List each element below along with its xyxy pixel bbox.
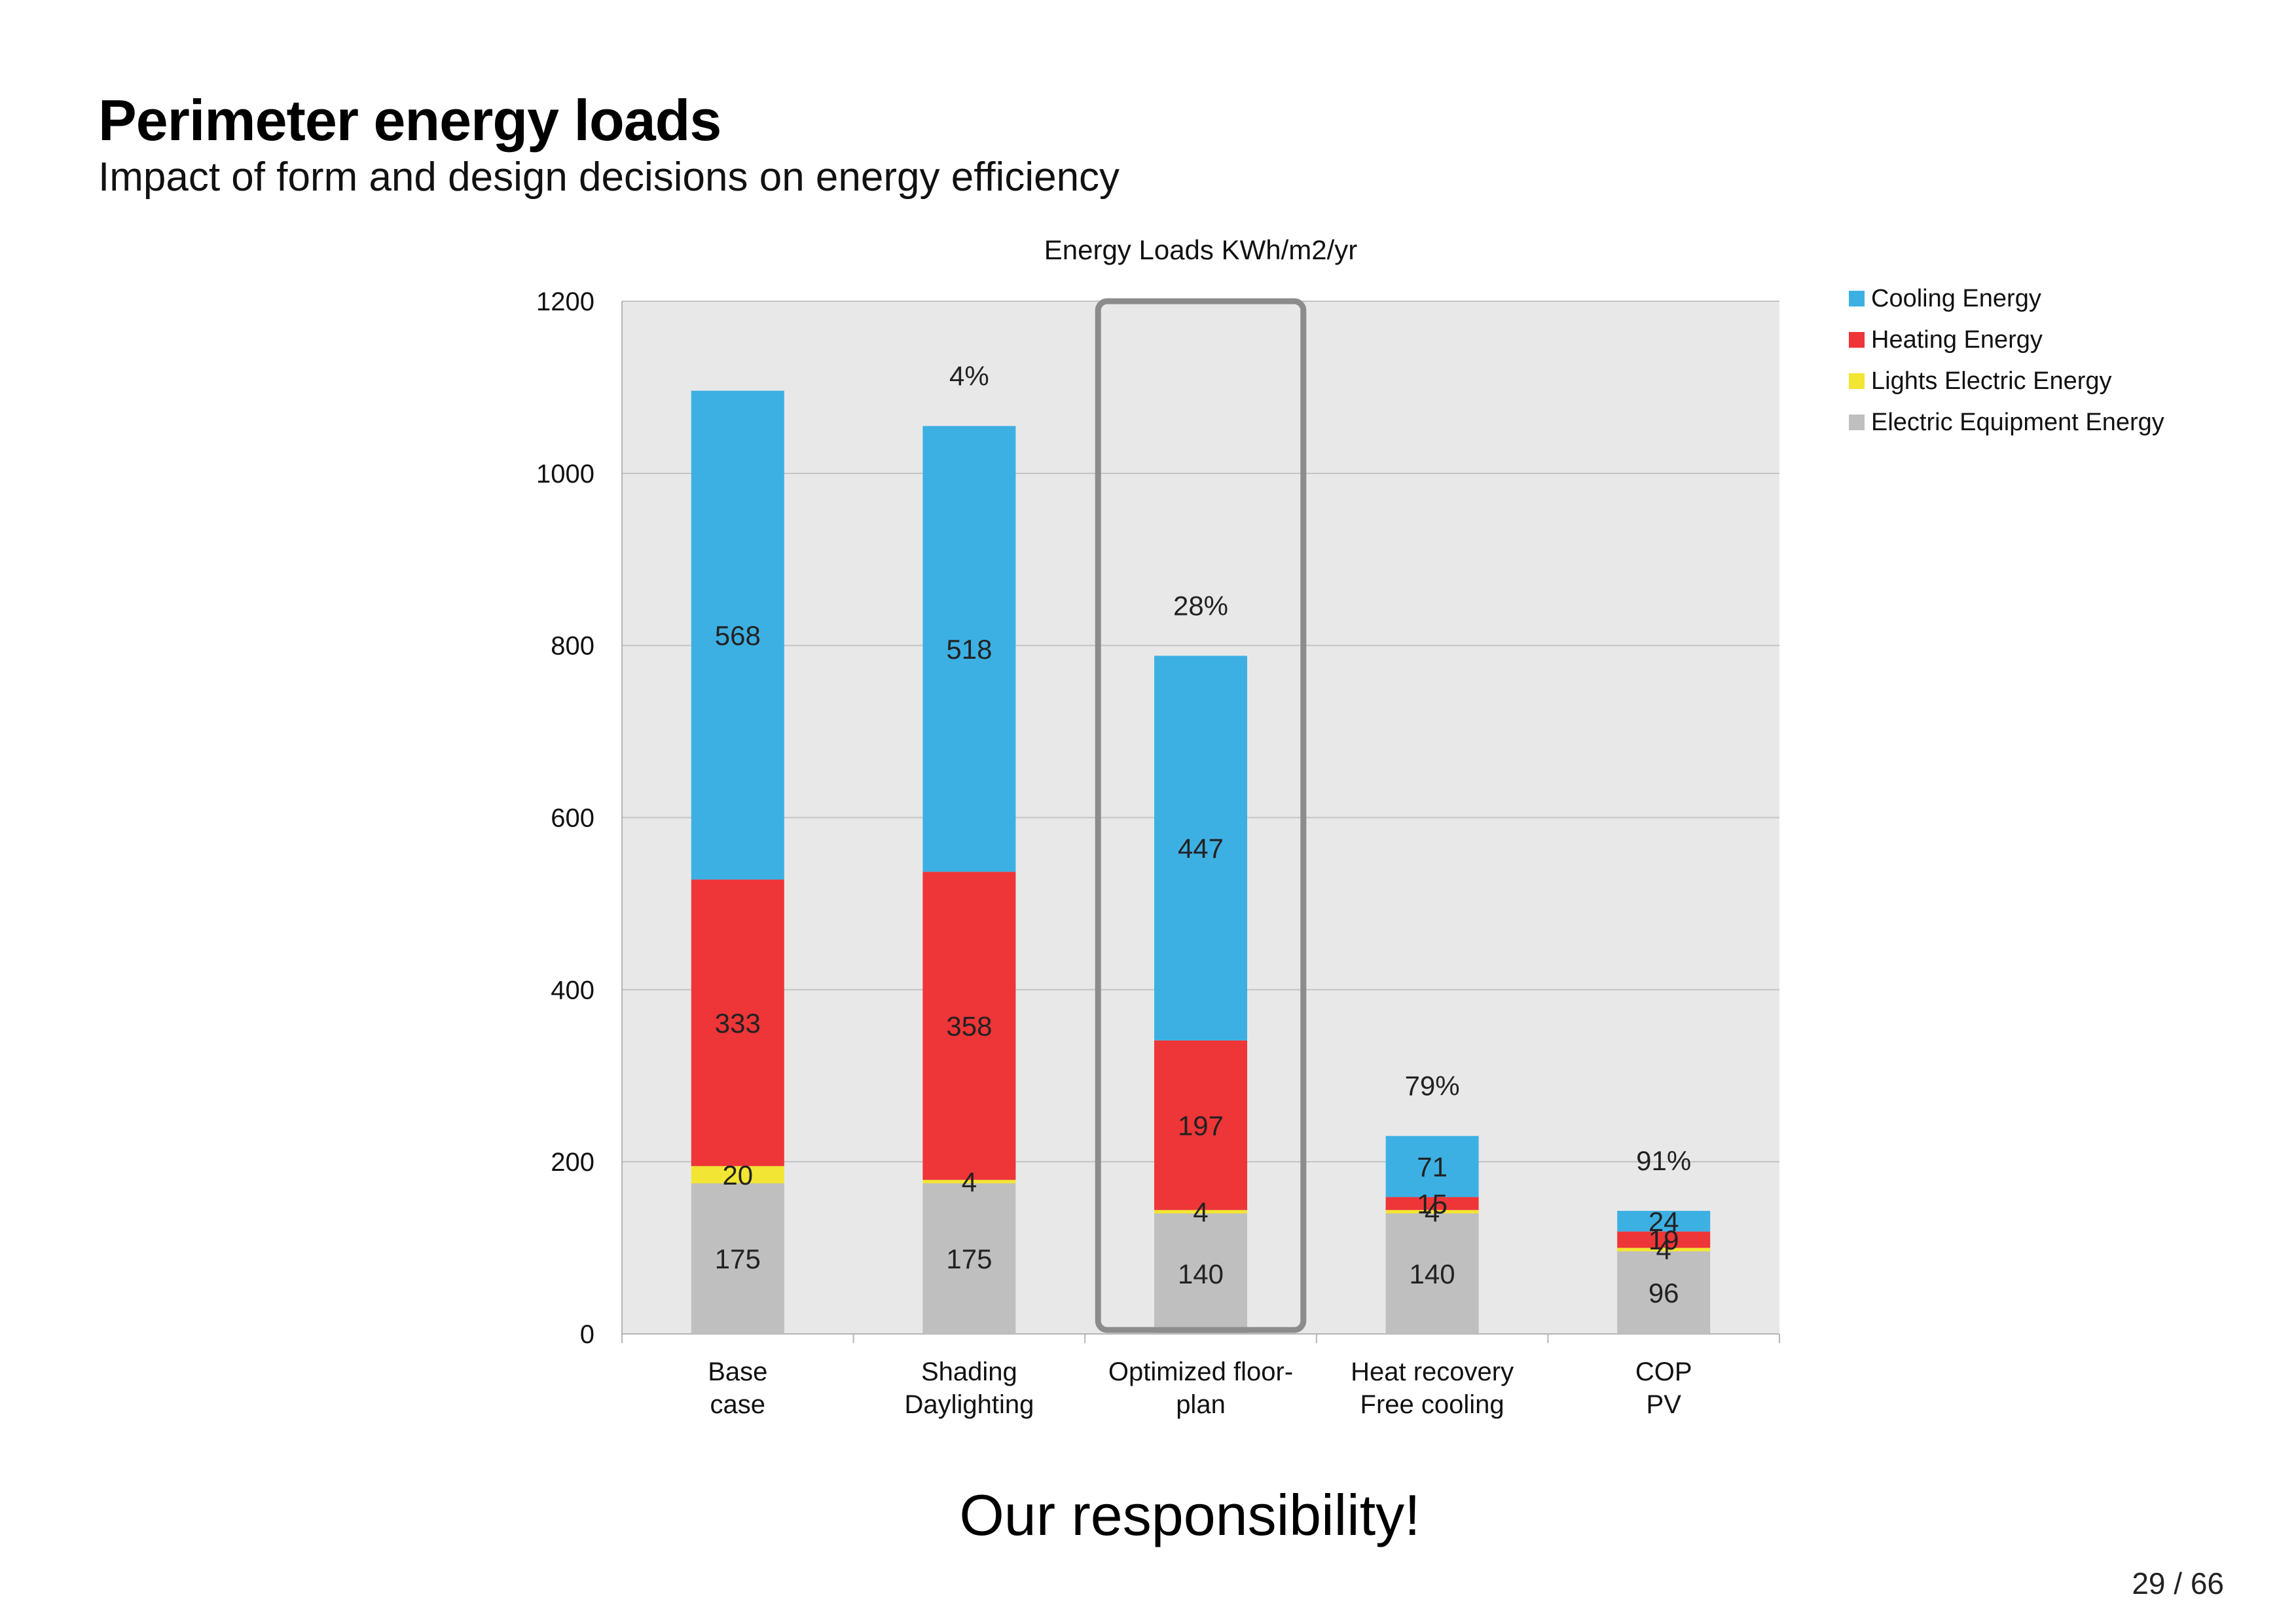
legend-swatch [1849, 415, 1865, 430]
slide-title: Perimeter energy loads [98, 88, 721, 153]
x-tick-label: Optimized floor- [1108, 1357, 1293, 1386]
data-label: 4 [1656, 1234, 1671, 1265]
bar-segment [1385, 1213, 1479, 1334]
data-label: 197 [1178, 1110, 1224, 1141]
tagline: Our responsibility! [959, 1483, 1421, 1547]
data-label: 175 [946, 1244, 992, 1274]
x-tick-label: Free cooling [1360, 1390, 1504, 1419]
data-label: 358 [946, 1011, 992, 1042]
y-tick-label: 0 [580, 1320, 594, 1349]
x-tick-label: Shading [921, 1357, 1017, 1386]
legend-swatch [1849, 332, 1865, 348]
data-label: 71 [1417, 1151, 1448, 1182]
data-label: 4 [962, 1166, 977, 1197]
data-label: 4 [1425, 1196, 1440, 1227]
bar-segment [922, 872, 1016, 1180]
data-label: 518 [946, 634, 992, 665]
y-tick-label: 200 [551, 1148, 594, 1177]
bar-segment [1617, 1211, 1711, 1232]
bar-segment [1154, 1213, 1247, 1334]
data-label: 4 [1193, 1196, 1208, 1227]
bar-segment [691, 1183, 784, 1334]
bar-segment [691, 390, 784, 880]
page-number: 29 / 66 [2132, 1566, 2224, 1600]
bar-segment [922, 1179, 1016, 1184]
bar-segment [691, 1166, 784, 1184]
y-tick-label: 1200 [536, 287, 594, 316]
data-label: 15 [1417, 1189, 1448, 1219]
legend-label: Lights Electric Energy [1871, 367, 2112, 395]
slide-subtitle: Impact of form and design decisions on e… [98, 155, 1120, 200]
x-tick-label: plan [1176, 1390, 1226, 1419]
bar-segment [922, 426, 1016, 872]
legend-swatch [1849, 291, 1865, 306]
legend-label: Electric Equipment Energy [1871, 409, 2164, 436]
data-label: 20 [722, 1160, 753, 1190]
data-label: 24 [1649, 1206, 1679, 1237]
data-label: 96 [1649, 1278, 1679, 1308]
bar-segment [922, 1183, 1016, 1334]
bar-segment [1617, 1251, 1711, 1334]
bar-segment [691, 879, 784, 1166]
x-tick-label: Base [708, 1357, 767, 1386]
reduction-label: 28% [1173, 590, 1228, 621]
chart-title: Energy Loads KWh/m2/yr [1044, 234, 1358, 265]
bar-segment [1385, 1197, 1479, 1210]
y-tick-label: 1000 [536, 460, 594, 489]
bar-segment [1617, 1247, 1711, 1251]
bar-segment [1154, 1040, 1247, 1210]
highlight-box [1095, 298, 1307, 1333]
reduction-label: 4% [949, 361, 989, 392]
y-tick-label: 400 [551, 976, 594, 1005]
data-label: 568 [715, 620, 761, 651]
data-label: 19 [1649, 1225, 1679, 1255]
legend-swatch [1849, 373, 1865, 389]
bar-segment [1385, 1209, 1479, 1214]
x-tick-label: PV [1647, 1390, 1682, 1419]
bar-segment [1385, 1135, 1479, 1198]
bar-segment [1617, 1231, 1711, 1248]
data-label: 447 [1178, 833, 1224, 864]
bar-segment [1154, 655, 1247, 1041]
reduction-label: 79% [1405, 1071, 1460, 1101]
y-tick-label: 800 [551, 632, 594, 661]
legend-label: Cooling Energy [1871, 285, 2041, 312]
x-tick-label: Daylighting [904, 1390, 1034, 1419]
data-label: 140 [1410, 1259, 1455, 1289]
bar-segment [1154, 1209, 1247, 1214]
data-label: 175 [715, 1244, 761, 1274]
data-label: 333 [715, 1008, 761, 1039]
legend-label: Heating Energy [1871, 326, 2043, 354]
reduction-label: 91% [1636, 1145, 1691, 1176]
data-label: 140 [1178, 1259, 1224, 1289]
x-tick-label: COP [1635, 1357, 1692, 1386]
x-tick-label: Heat recovery [1351, 1357, 1514, 1386]
x-tick-label: case [710, 1390, 766, 1419]
y-tick-label: 600 [551, 804, 594, 833]
